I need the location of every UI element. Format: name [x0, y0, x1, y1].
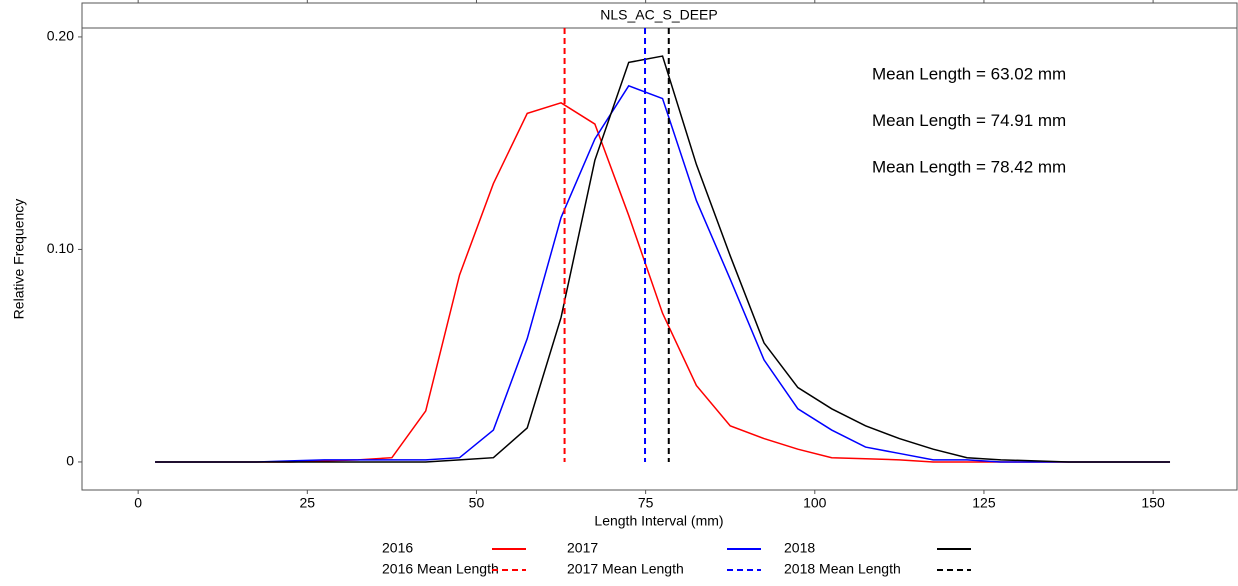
series-line [155, 55, 1171, 463]
x-tick-label: 75 [638, 495, 654, 511]
legend-label: 2016 [382, 540, 413, 556]
x-tick-label: 50 [469, 495, 485, 511]
x-axis-label: Length Interval (mm) [594, 513, 723, 529]
x-tick-label: 100 [803, 495, 827, 511]
legend-label: 2018 Mean Length [784, 561, 901, 577]
strip [81, 2, 1238, 29]
legend-label: 2017 Mean Length [567, 561, 684, 577]
series-line [155, 84, 1171, 463]
y-tick-label: 0.20 [47, 28, 74, 44]
x-tick-label: 150 [1141, 495, 1165, 511]
plot-frame [81, 27, 1238, 491]
annotation: Mean Length = 78.42 mm [872, 157, 1066, 176]
x-tick-label: 0 [134, 495, 142, 511]
y-tick-label: 0 [66, 453, 74, 469]
chart-title: NLS_AC_S_DEEP [600, 7, 718, 23]
y-tick-label: 0.10 [47, 240, 74, 256]
x-tick-label: 25 [300, 495, 316, 511]
legend-label: 2017 [567, 540, 598, 556]
annotation: Mean Length = 74.91 mm [872, 111, 1066, 130]
legend-label: 2016 Mean Length [382, 561, 499, 577]
annotation: Mean Length = 63.02 mm [872, 64, 1066, 83]
x-tick-label: 125 [972, 495, 996, 511]
y-axis-label: Relative Frequency [11, 199, 27, 320]
legend-label: 2018 [784, 540, 815, 556]
